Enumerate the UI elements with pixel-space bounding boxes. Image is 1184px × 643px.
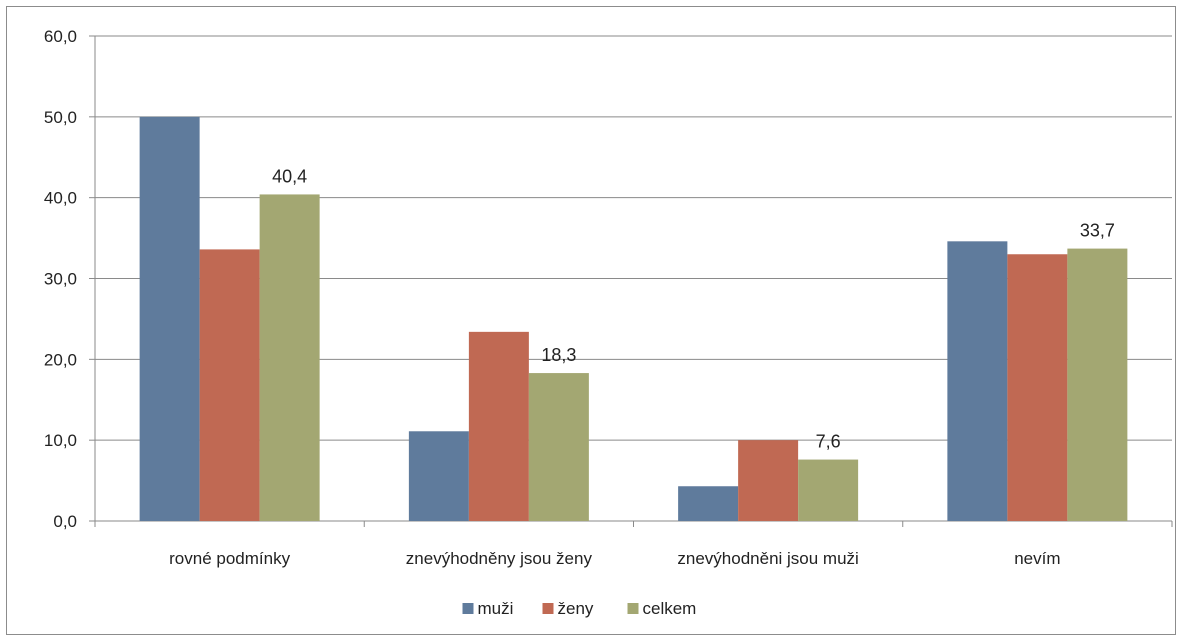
legend-swatch [462,603,474,614]
y-tick-label: 60,0 [44,27,77,46]
bar [528,373,589,521]
y-tick-label: 30,0 [44,270,77,289]
bar [259,194,320,521]
bar [199,249,260,521]
legend-swatch [627,603,639,614]
data-label: 18,3 [541,345,576,365]
y-tick-label: 20,0 [44,350,77,369]
bar [468,331,529,521]
bar [408,431,469,521]
y-tick-label: 10,0 [44,431,77,450]
legend-label: ženy [558,599,594,618]
bar [139,116,200,521]
legend-label: muži [478,599,514,618]
legend-label: celkem [643,599,697,618]
data-label: 33,7 [1080,221,1115,241]
bar [1007,254,1068,521]
data-label: 40,4 [272,166,307,186]
bar [1067,248,1128,521]
y-tick-label: 0,0 [53,512,77,531]
x-tick-label: rovné podmínky [169,549,290,568]
y-tick-label: 40,0 [44,189,77,208]
x-tick-label: znevýhodněny jsou ženy [406,549,593,568]
bar [947,241,1008,522]
x-tick-label: znevýhodněni jsou muži [677,549,858,568]
legend-swatch [542,603,554,614]
bar [798,459,859,521]
bar [738,440,799,521]
y-tick-label: 50,0 [44,108,77,127]
data-label: 7,6 [816,432,841,452]
bar [678,486,739,521]
x-tick-label: nevím [1014,549,1060,568]
